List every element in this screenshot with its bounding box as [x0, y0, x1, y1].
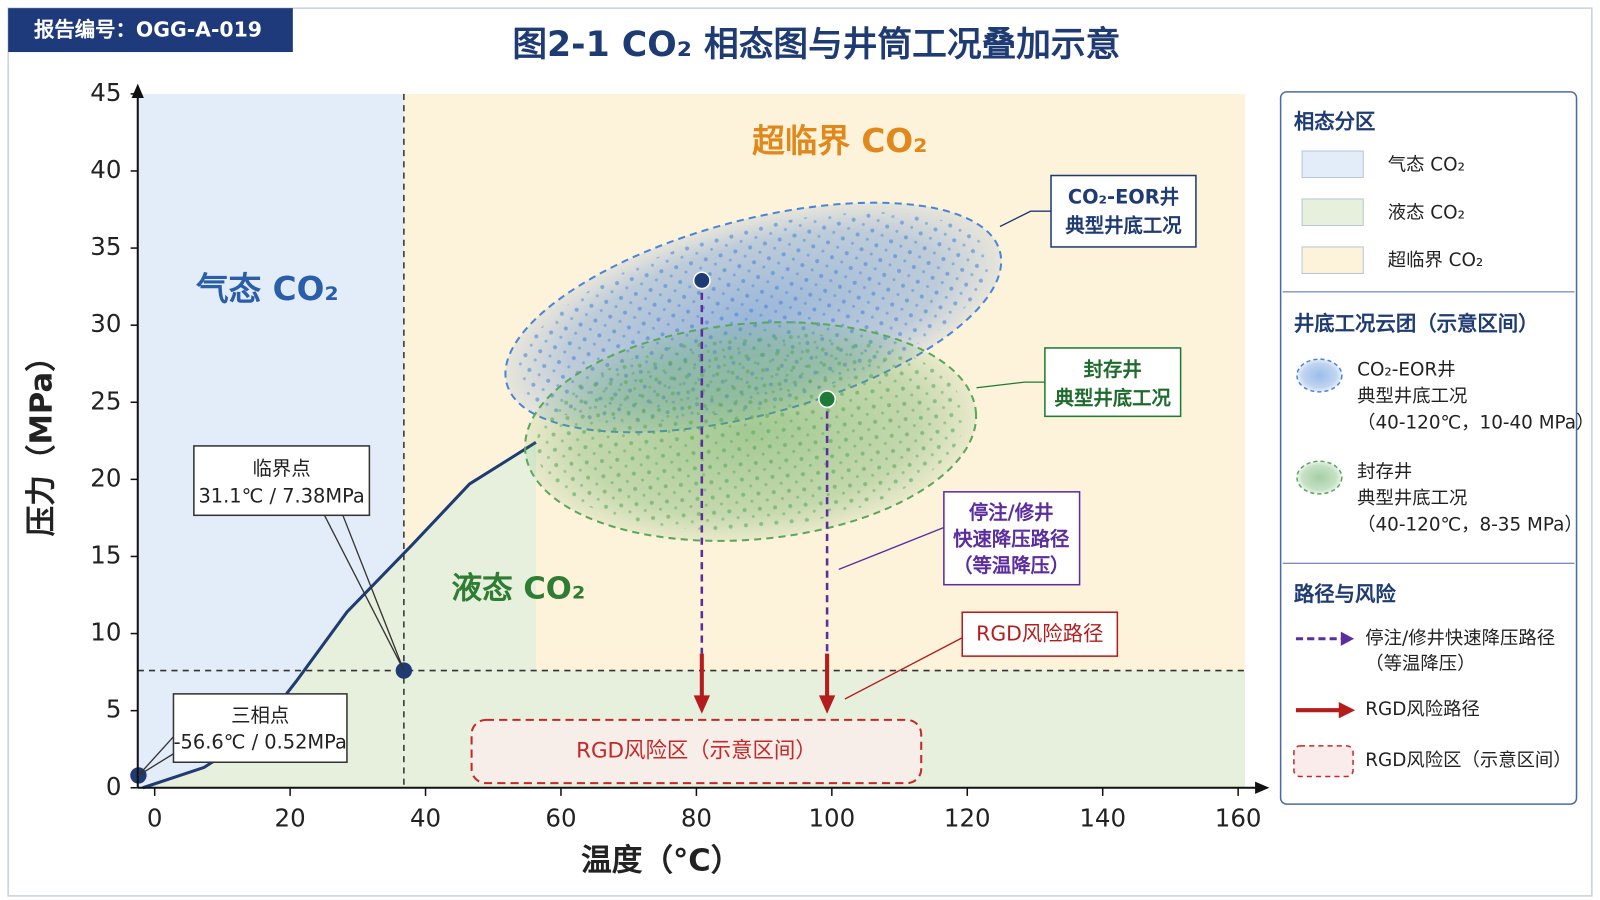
- callout-text: -56.6℃ / 0.52MPa: [174, 730, 347, 753]
- badge: [8, 8, 293, 53]
- y-tick-label: 20: [90, 463, 121, 492]
- callout-text: 井底工况云团（示意区间）: [1294, 311, 1539, 335]
- leader-line: [999, 210, 1052, 228]
- report-id: 报告编号：OGG-A-019: [34, 18, 262, 42]
- legend-cloud: [1296, 358, 1343, 393]
- callout-text: 超临界 CO₂: [1388, 250, 1484, 271]
- callout-text: CO₂-EOR井: [1357, 359, 1455, 380]
- callout-text: 封存井: [1357, 461, 1412, 482]
- callout-text: （40-120℃，10-40 MPa）: [1357, 412, 1594, 433]
- y-tick-label: 15: [90, 540, 121, 569]
- leader-line: [323, 515, 405, 671]
- callout-text: （等温降压）: [953, 554, 1069, 577]
- callout-text: 典型井底工况: [1357, 386, 1467, 407]
- callout-box: [172, 693, 348, 764]
- leader-line: [137, 736, 180, 776]
- callout-text: RGD风险区（示意区间）: [1365, 750, 1571, 771]
- region-label: 液态 CO₂: [451, 571, 585, 606]
- callout-text: 典型井底工况: [1357, 488, 1467, 509]
- rgd-zone: [470, 718, 923, 785]
- x-tick-label: 60: [545, 803, 576, 832]
- callout-box: [1044, 347, 1182, 418]
- callout-box: [193, 445, 371, 517]
- y-tick-label: 25: [90, 386, 121, 415]
- callout-text: RGD风险路径: [1365, 699, 1480, 720]
- x-axis-arrow: [1255, 781, 1270, 794]
- callout-text: 快速降压路径: [953, 527, 1070, 550]
- y-tick-label: 40: [90, 155, 121, 184]
- callout-text: 典型井底工况: [1055, 386, 1172, 409]
- region-label: 气态 CO₂: [196, 270, 339, 308]
- x-tick-label: 120: [944, 803, 991, 832]
- x-tick-label: 20: [275, 803, 306, 832]
- x-axis-label: 温度（°C）: [581, 844, 741, 879]
- callout-text: 封存井: [1084, 358, 1142, 381]
- legend-swatch: [1301, 150, 1364, 179]
- callout-text: 相态分区: [1294, 109, 1376, 133]
- legend-swatch: [1301, 198, 1364, 227]
- rgd-arrow-head: [693, 695, 710, 714]
- y-tick-label: 5: [106, 695, 122, 724]
- leader-line: [844, 637, 963, 700]
- x-tick-label: 100: [808, 803, 855, 832]
- callout-text: 停注/修井快速降压路径: [1365, 628, 1555, 649]
- y-tick-label: 45: [90, 78, 121, 107]
- callout-text: 路径与风险: [1294, 582, 1397, 606]
- callout-text: 液态 CO₂: [1388, 202, 1465, 223]
- rgd-zone-label: RGD风险区（示意区间）: [576, 739, 817, 764]
- y-tick-label: 35: [90, 232, 121, 261]
- legend-rgd-zone: [1293, 745, 1354, 778]
- x-tick-label: 160: [1215, 803, 1262, 832]
- chart-title: 图2-1 CO₂ 相态图与井筒工况叠加示意: [512, 25, 1120, 65]
- y-axis-label: 压力（MPa）: [24, 341, 59, 536]
- leader-line: [976, 381, 1045, 389]
- liquid-region: [142, 442, 1245, 788]
- well-point: [692, 271, 711, 290]
- callout-text: 31.1℃ / 7.38MPa: [198, 484, 364, 507]
- rgd-arrow-head: [818, 695, 836, 714]
- legend-cloud: [1296, 460, 1343, 495]
- callout-text: RGD风险路径: [976, 622, 1103, 646]
- x-tick-label: 80: [681, 803, 712, 832]
- region-label: 超临界 CO₂: [752, 122, 927, 160]
- y-tick-label: 0: [106, 772, 122, 801]
- well-point: [818, 390, 837, 409]
- x-tick-label: 40: [410, 803, 441, 832]
- callout-box: [961, 611, 1119, 657]
- callout-text: CO₂-EOR井: [1068, 185, 1179, 208]
- callout-box: [943, 491, 1081, 586]
- legend-swatch: [1301, 246, 1364, 274]
- cloud-dots: [536, 332, 965, 531]
- callout-text: 典型井底工况: [1065, 214, 1182, 237]
- callout-text: 三相点: [231, 704, 289, 727]
- callout-text: 停注/修井: [969, 501, 1054, 524]
- frame: [7, 7, 1593, 897]
- callout-text: 临界点: [253, 457, 311, 480]
- y-tick-label: 10: [90, 618, 121, 647]
- legend-arrow-head: [1338, 702, 1356, 719]
- callout-text: 气态 CO₂: [1388, 154, 1465, 175]
- leader-line: [838, 526, 945, 571]
- callout-box: [1050, 174, 1197, 248]
- callout-text: （40-120℃，8-35 MPa）: [1357, 515, 1583, 536]
- callout-text: （等温降压）: [1365, 653, 1475, 674]
- y-tick-label: 30: [90, 309, 121, 338]
- x-tick-label: 0: [147, 803, 163, 832]
- legend-arrow-head: [1340, 631, 1355, 646]
- x-tick-label: 140: [1079, 803, 1126, 832]
